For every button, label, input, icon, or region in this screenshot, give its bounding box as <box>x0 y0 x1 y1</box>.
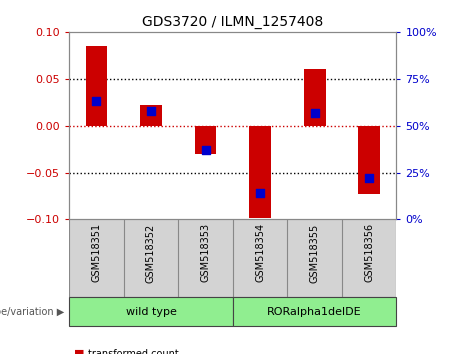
Text: transformed count: transformed count <box>88 349 178 354</box>
Text: GSM518355: GSM518355 <box>310 223 319 282</box>
Text: ■: ■ <box>74 349 84 354</box>
Point <box>311 110 318 115</box>
Bar <box>249 126 271 218</box>
Text: wild type: wild type <box>125 307 177 316</box>
FancyBboxPatch shape <box>69 297 233 326</box>
Text: GSM518356: GSM518356 <box>364 223 374 282</box>
FancyBboxPatch shape <box>233 297 396 326</box>
Text: GSM518351: GSM518351 <box>91 223 101 282</box>
Bar <box>304 69 325 126</box>
Point <box>202 147 209 153</box>
Bar <box>140 105 162 126</box>
Bar <box>358 126 380 194</box>
Text: GSM518353: GSM518353 <box>201 223 211 282</box>
Text: RORalpha1delDE: RORalpha1delDE <box>267 307 362 316</box>
Text: GSM518352: GSM518352 <box>146 223 156 282</box>
Text: genotype/variation ▶: genotype/variation ▶ <box>0 307 65 316</box>
Point <box>366 175 373 181</box>
Point <box>148 108 155 114</box>
Point <box>256 190 264 196</box>
Title: GDS3720 / ILMN_1257408: GDS3720 / ILMN_1257408 <box>142 16 324 29</box>
Text: GSM518354: GSM518354 <box>255 223 265 282</box>
Bar <box>85 46 107 126</box>
Point <box>93 98 100 104</box>
Bar <box>195 126 217 154</box>
